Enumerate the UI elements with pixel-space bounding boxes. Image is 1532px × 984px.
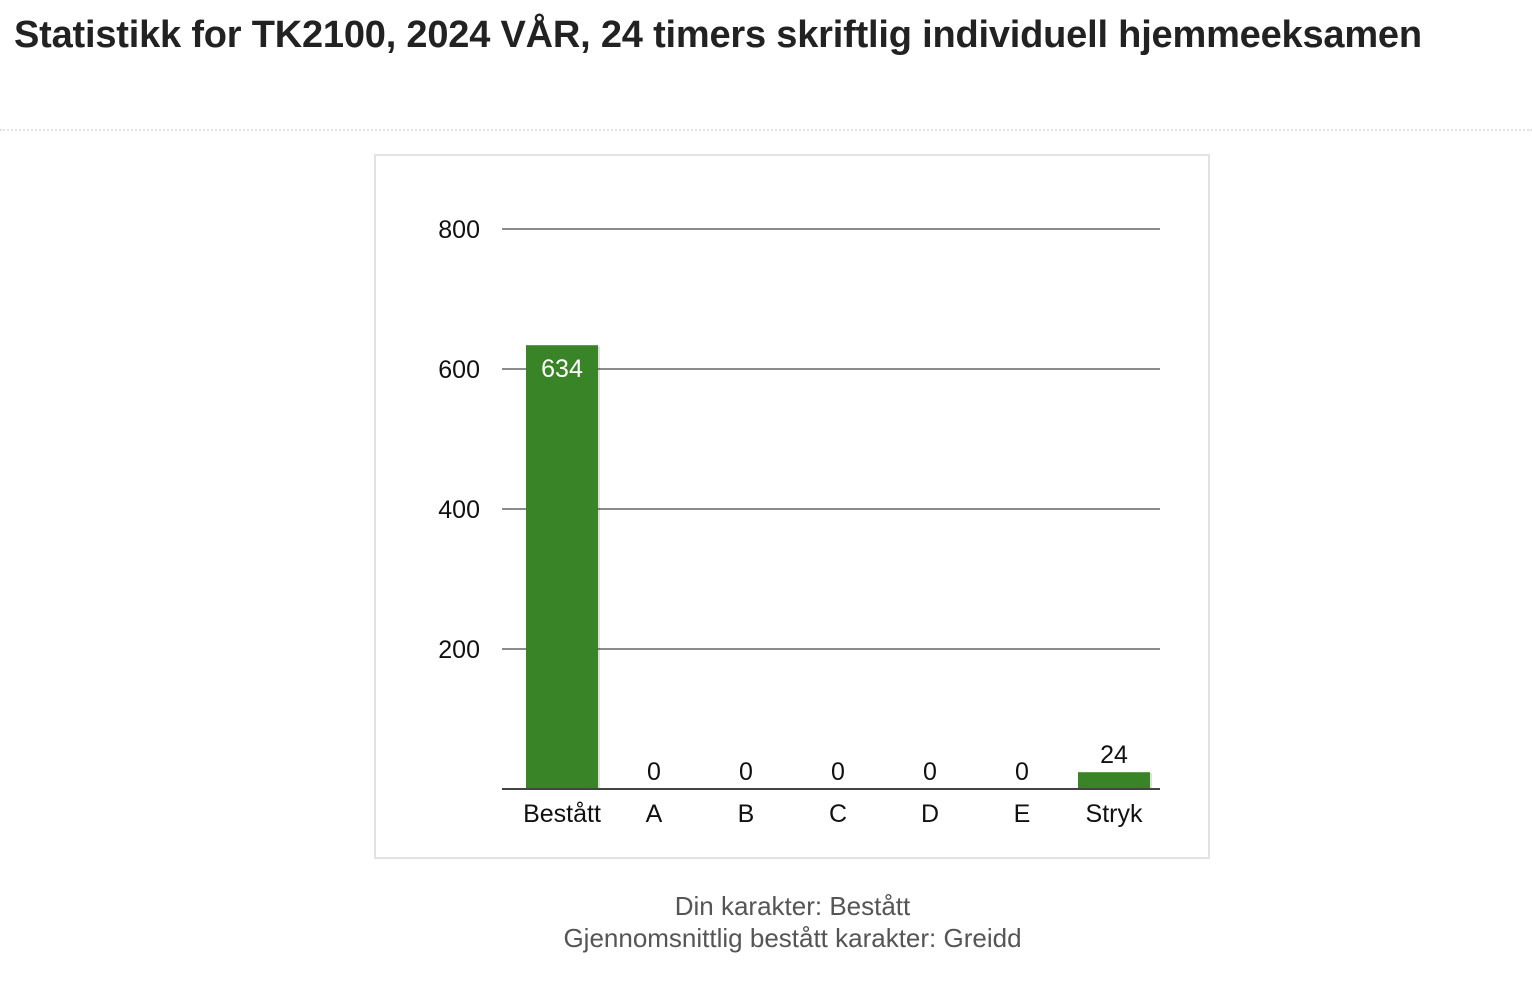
data-label: 0: [831, 758, 845, 786]
x-tick-label: D: [921, 800, 939, 828]
bar-chart: 200 400 600 800 634 Bestått 0 A 0 B 0 C 0 D 0 E 24 Stryk: [438, 216, 1160, 828]
chart-frame: 200 400 600 800 634 Bestått 0 A 0 B 0 C 0 D 0 E 24 Stryk: [374, 154, 1210, 859]
y-tick-label: 800: [438, 216, 480, 244]
your-grade-text: Din karakter: Bestått: [674, 891, 911, 921]
data-label: 0: [739, 758, 753, 786]
y-tick-label: 600: [438, 356, 480, 384]
x-tick-label: E: [1014, 800, 1031, 828]
x-tick-label: A: [646, 800, 663, 828]
bar: [526, 345, 598, 789]
bar: [1078, 772, 1150, 789]
x-tick-label: C: [829, 800, 847, 828]
data-label: 0: [1015, 758, 1029, 786]
y-tick-label: 400: [438, 496, 480, 524]
average-grade-text: Gjennomsnittlig bestått karakter: Greidd: [563, 923, 1022, 953]
data-label: 634: [541, 355, 583, 383]
y-tick-label: 200: [438, 636, 480, 664]
x-tick-label: Bestått: [523, 800, 601, 828]
data-label: 0: [923, 758, 937, 786]
title-divider: [0, 129, 1532, 131]
x-tick-label: B: [738, 800, 755, 828]
x-tick-label: Stryk: [1086, 800, 1143, 828]
data-label: 24: [1100, 741, 1128, 769]
page-title: Statistikk for TK2100, 2024 VÅR, 24 time…: [14, 14, 1422, 56]
data-label: 0: [647, 758, 661, 786]
